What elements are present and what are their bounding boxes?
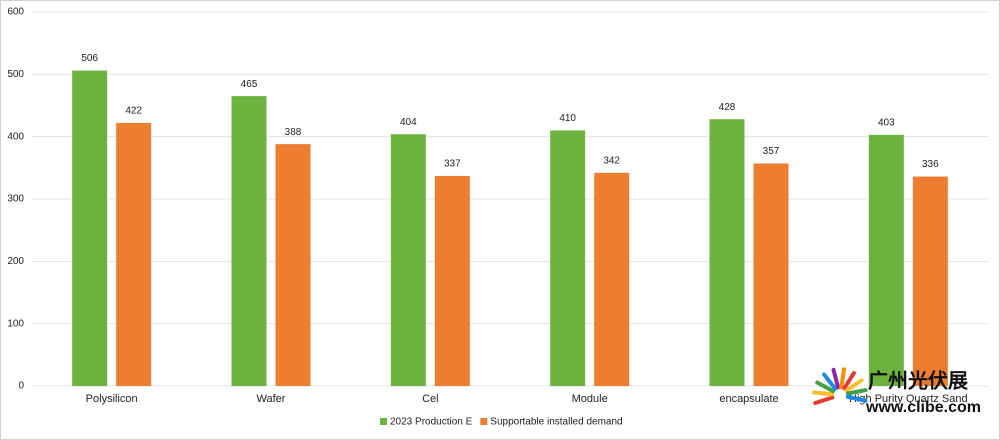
bar bbox=[434, 175, 470, 386]
data-label: 465 bbox=[241, 79, 258, 90]
legend-label: 2023 Production E bbox=[390, 417, 473, 428]
bar bbox=[72, 70, 108, 387]
watermark-url: www.clibe.com bbox=[865, 399, 981, 416]
logo-ray bbox=[822, 372, 838, 391]
data-label: 342 bbox=[603, 155, 620, 166]
logo-ray bbox=[839, 367, 847, 390]
logo-ray bbox=[813, 395, 835, 406]
data-label: 506 bbox=[81, 53, 98, 64]
logo-ray bbox=[842, 371, 856, 391]
data-label: 337 bbox=[444, 159, 461, 170]
watermark-title: 广州光伏展 bbox=[868, 368, 968, 392]
y-tick-label: 500 bbox=[7, 69, 24, 80]
bar bbox=[912, 176, 948, 386]
logo-ray bbox=[831, 367, 841, 390]
logo-ray bbox=[844, 378, 864, 393]
data-label: 388 bbox=[285, 127, 302, 138]
x-tick-label: Module bbox=[572, 393, 608, 405]
y-tick-label: 600 bbox=[7, 7, 24, 18]
y-tick-label: 0 bbox=[18, 381, 24, 392]
bar bbox=[753, 163, 789, 386]
bar bbox=[275, 144, 311, 386]
y-tick-label: 300 bbox=[7, 194, 24, 205]
x-tick-label: Cel bbox=[422, 393, 439, 405]
bar bbox=[116, 122, 152, 386]
legend-swatch bbox=[380, 418, 387, 425]
data-label: 422 bbox=[125, 106, 142, 117]
x-tick-label: encapsulate bbox=[719, 393, 778, 405]
data-label: 336 bbox=[922, 159, 939, 170]
data-label: 428 bbox=[719, 102, 736, 113]
logo-ray bbox=[845, 394, 868, 403]
bar bbox=[709, 119, 745, 387]
data-label: 357 bbox=[763, 146, 780, 157]
x-tick-label: Wafer bbox=[257, 393, 286, 405]
bar bbox=[231, 96, 267, 387]
bar bbox=[390, 134, 426, 386]
bar bbox=[594, 172, 630, 386]
bar bbox=[550, 130, 586, 386]
y-tick-label: 200 bbox=[7, 256, 24, 267]
legend-swatch bbox=[480, 418, 488, 425]
logo-ray bbox=[812, 390, 835, 397]
logo-ray bbox=[845, 388, 868, 396]
bar bbox=[868, 134, 904, 386]
data-label: 403 bbox=[878, 117, 895, 128]
logo-ray bbox=[815, 380, 835, 394]
x-tick-label: High Purity Quartz Sand bbox=[849, 393, 968, 405]
x-tick-label: Polysilicon bbox=[86, 393, 138, 405]
data-label: 410 bbox=[559, 113, 576, 124]
legend-label: Supportable installed demand bbox=[490, 417, 622, 428]
data-label: 404 bbox=[400, 117, 417, 128]
y-tick-label: 100 bbox=[7, 318, 24, 329]
y-tick-label: 400 bbox=[7, 131, 24, 142]
